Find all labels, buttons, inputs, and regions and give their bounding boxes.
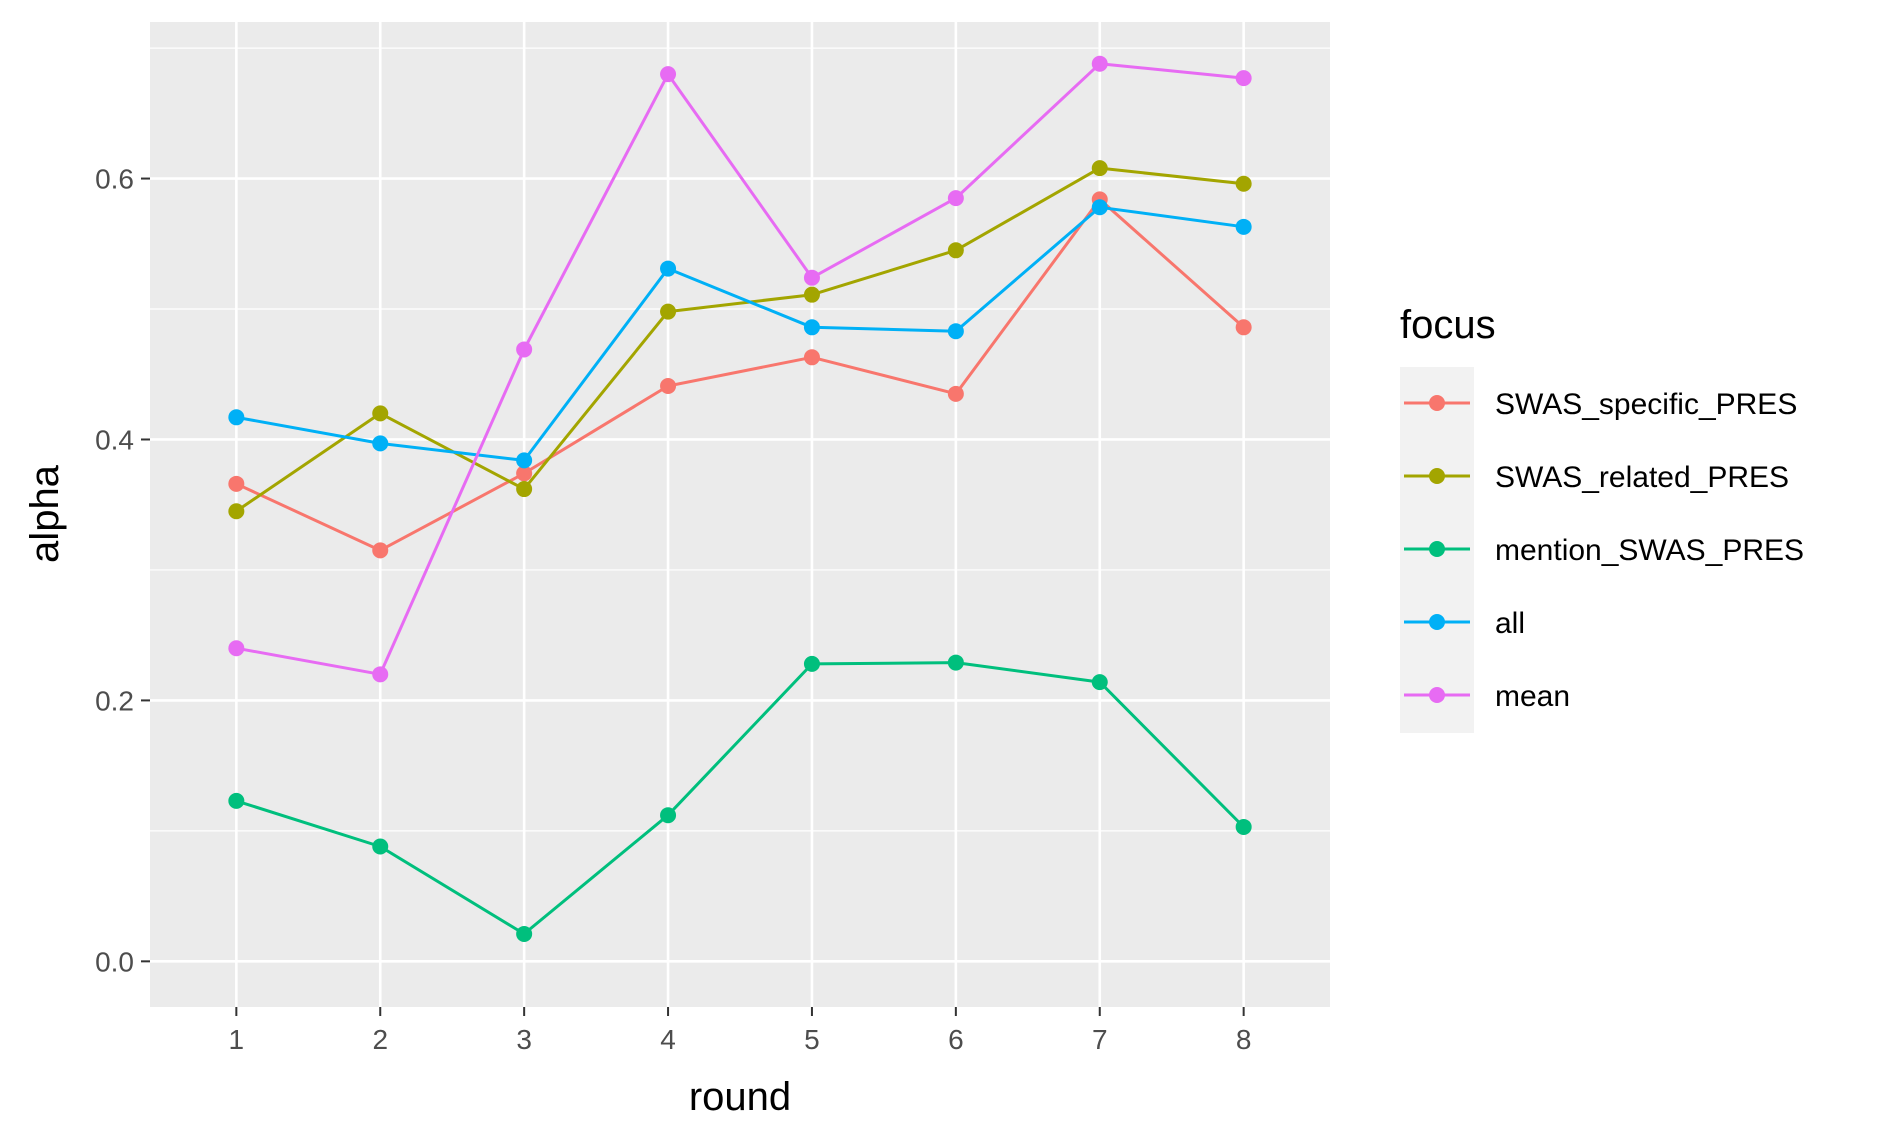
x-tick-label: 6 — [948, 1024, 964, 1055]
minor-gridlines — [150, 47, 1330, 832]
legend-key-point-1 — [1429, 468, 1445, 484]
data-point-1-0 — [228, 503, 245, 520]
panel-background — [150, 22, 1330, 1007]
y-axis-title: alpha — [23, 464, 67, 563]
x-tick-label: 8 — [1236, 1024, 1252, 1055]
data-point-3-1 — [372, 435, 389, 452]
series-line-2 — [235, 661, 1245, 936]
major-gridlines — [150, 22, 1330, 1007]
data-point-1-5 — [947, 242, 964, 259]
data-point-2-1 — [372, 838, 389, 855]
data-point-2-4 — [803, 655, 820, 672]
legend-label-4: mean — [1495, 680, 1570, 713]
legend-items: SWAS_specific_PRES SWAS_related_PRESmenti… — [1404, 388, 1804, 713]
x-tick-label: 7 — [1092, 1024, 1108, 1055]
legend-label-3: all — [1495, 607, 1525, 640]
data-point-1-3 — [660, 303, 677, 320]
data-point-4-6 — [1091, 55, 1108, 72]
legend-title: focus — [1400, 303, 1496, 347]
data-point-1-4 — [803, 286, 820, 303]
x-tick-label: 3 — [516, 1024, 532, 1055]
data-point-2-3 — [660, 807, 677, 824]
data-point-2-7 — [1235, 818, 1252, 835]
series-line-1 — [235, 166, 1244, 513]
y-tick-label: 0.2 — [95, 685, 134, 716]
data-point-3-2 — [516, 452, 533, 469]
data-point-4-3 — [660, 66, 677, 83]
x-tick-label: 4 — [660, 1024, 676, 1055]
data-point-2-0 — [228, 792, 245, 809]
data-point-4-5 — [947, 190, 964, 207]
x-tick-label: 2 — [372, 1024, 388, 1055]
series-line-0 — [235, 197, 1245, 552]
y-tick-label: 0.6 — [95, 164, 134, 195]
data-point-4-1 — [372, 666, 389, 683]
legend-label-1: SWAS_related_PRES — [1495, 461, 1789, 494]
data-point-0-2 — [516, 465, 533, 482]
axes-layer: 0.0 0.2 0.4 0.6 1 2 3 4 5 6 7 8 — [95, 164, 1251, 1055]
data-point-1-7 — [1235, 175, 1252, 192]
legend-key-point-4 — [1429, 687, 1445, 703]
series-layer — [228, 55, 1252, 942]
legend-key-point-2 — [1429, 541, 1445, 557]
data-point-3-5 — [947, 323, 964, 340]
legend: focus SWAS_specific_PRES SWAS_related_PRE… — [1400, 303, 1804, 733]
data-point-4-4 — [803, 269, 820, 286]
data-point-0-3 — [660, 377, 677, 394]
y-tick-label: 0.4 — [95, 424, 134, 455]
data-point-3-3 — [660, 260, 677, 277]
data-point-0-1 — [372, 542, 389, 559]
data-point-4-2 — [516, 341, 533, 358]
legend-key-point-0 — [1429, 395, 1445, 411]
series-line-3 — [236, 205, 1244, 462]
data-point-3-4 — [803, 319, 820, 336]
data-point-3-7 — [1235, 218, 1252, 235]
data-point-1-2 — [516, 481, 533, 498]
data-point-0-5 — [947, 385, 964, 402]
data-point-0-7 — [1235, 319, 1252, 336]
legend-label-0: SWAS_specific_PRES — [1495, 388, 1797, 421]
data-point-1-1 — [372, 405, 389, 422]
y-tick-label: 0.0 — [95, 946, 134, 977]
data-point-2-5 — [947, 654, 964, 671]
data-point-1-6 — [1091, 160, 1108, 177]
x-tick-label: 1 — [229, 1024, 245, 1055]
data-point-3-6 — [1091, 199, 1108, 216]
data-point-0-0 — [228, 475, 245, 492]
data-point-4-7 — [1235, 70, 1252, 87]
legend-key-point-3 — [1429, 614, 1445, 630]
data-point-2-2 — [516, 925, 533, 942]
x-tick-label: 5 — [804, 1024, 820, 1055]
data-point-2-6 — [1091, 674, 1108, 691]
x-axis-title: round — [689, 1075, 791, 1119]
data-point-0-4 — [803, 349, 820, 366]
legend-label-2: mention_SWAS_PRES — [1495, 534, 1804, 567]
series-line-4 — [236, 62, 1244, 676]
data-point-4-0 — [228, 640, 245, 657]
data-point-3-0 — [228, 409, 245, 426]
